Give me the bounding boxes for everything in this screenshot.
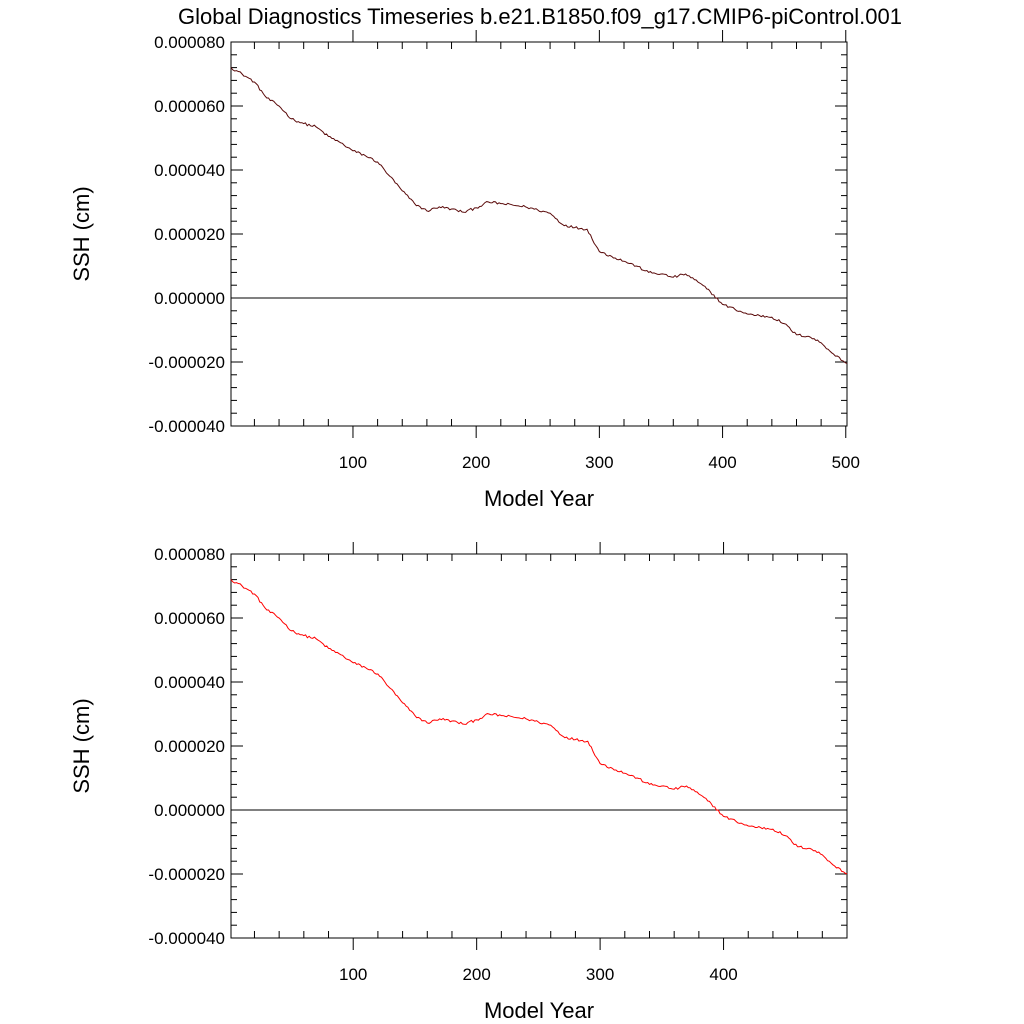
y-tick-label: 0.000040 — [154, 161, 225, 180]
x-axis-label: Model Year — [484, 998, 594, 1023]
y-axis-label: SSH (cm) — [69, 698, 94, 793]
y-tick-label: 0.000040 — [154, 673, 225, 692]
y-tick-label: 0.000000 — [154, 289, 225, 308]
x-tick-label: 300 — [585, 453, 613, 472]
x-tick-label: 200 — [462, 965, 490, 984]
plot-frame — [230, 553, 848, 939]
x-tick-label: 100 — [339, 453, 367, 472]
x-tick-label: 100 — [339, 965, 367, 984]
x-tick-label: 300 — [586, 965, 614, 984]
y-tick-label: 0.000060 — [154, 97, 225, 116]
y-tick-label: -0.000040 — [148, 929, 225, 948]
y-tick-label: 0.000080 — [154, 33, 225, 52]
y-tick-label: -0.000020 — [148, 353, 225, 372]
x-axis-label: Model Year — [484, 486, 594, 511]
ssh-series-line — [230, 67, 848, 365]
y-tick-label: -0.000020 — [148, 865, 225, 884]
top-panel: -0.000040 -0.000020 0.000000 0.000020 0.0000… — [69, 30, 860, 511]
y-tick-label: -0.000040 — [148, 417, 225, 436]
x-tick-label: 200 — [462, 453, 490, 472]
x-tick-label: 500 — [832, 453, 860, 472]
y-tick-label: 0.000020 — [154, 225, 225, 244]
ssh-series-line — [230, 579, 848, 875]
y-tick-label: 0.000020 — [154, 737, 225, 756]
bottom-panel: -0.000040 -0.000020 0.000000 0.000020 0.0000… — [69, 542, 848, 1023]
plot-frame — [230, 41, 848, 427]
y-axis-label: SSH (cm) — [69, 186, 94, 281]
figure-title: Global Diagnostics Timeseries b.e21.B185… — [178, 4, 902, 29]
y-tick-label: 0.000080 — [154, 545, 225, 564]
x-tick-label: 400 — [709, 965, 737, 984]
y-tick-label: 0.000000 — [154, 801, 225, 820]
y-tick-label: 0.000060 — [154, 609, 225, 628]
x-tick-label: 400 — [708, 453, 736, 472]
